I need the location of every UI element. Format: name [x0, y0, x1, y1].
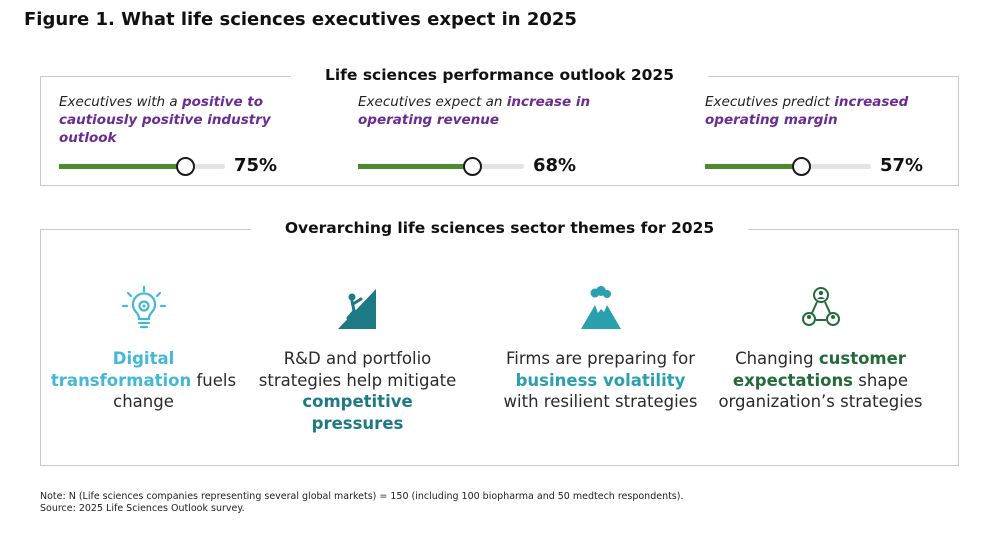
- metric-text: Executives with a positive to cautiously…: [59, 94, 271, 146]
- figure-title: Figure 1. What life sciences executives …: [24, 9, 577, 30]
- theme-customer-expectations: Changing customer expectations shape org…: [718, 285, 923, 413]
- progress-fill: [59, 164, 184, 169]
- themes-panel: Overarching life sciences sector themes …: [40, 219, 959, 466]
- metric-industry-outlook: Executives with a positive to cautiously…: [59, 93, 279, 147]
- progress-knob: [175, 157, 195, 176]
- metric-text: Executives expect an increase in operati…: [358, 94, 591, 128]
- metric-operating-margin: Executives predict increased operating m…: [705, 93, 925, 129]
- footnote: Note: N (Life sciences companies represe…: [40, 491, 684, 515]
- lightbulb-gear-icon: [121, 285, 166, 329]
- progress-knob: [462, 157, 482, 176]
- progress-track: [59, 157, 225, 176]
- metric-value: 75%: [234, 155, 278, 176]
- metric-value: 57%: [880, 155, 924, 176]
- theme-text: Changing customer expectations shape org…: [718, 349, 923, 411]
- theme-competitive-pressures: R&D and portfolio strategies help mitiga…: [255, 285, 460, 434]
- volcano-icon: [580, 286, 621, 329]
- progress-knob: [791, 157, 811, 176]
- theme-text: Digital transformation fuels change: [50, 349, 237, 411]
- metric-text: Executives predict increased operating m…: [705, 94, 909, 128]
- metric-value: 68%: [533, 155, 577, 176]
- progress-fill: [358, 164, 471, 169]
- source-text: Source: 2025 Life Sciences Outlook surve…: [40, 503, 245, 514]
- outlook-panel: Life sciences performance outlook 2025 E…: [40, 66, 959, 186]
- metric-operating-revenue: Executives expect an increase in operati…: [358, 93, 598, 129]
- climber-icon: [337, 289, 376, 329]
- theme-business-volatility: Firms are preparing for business volatil…: [498, 285, 703, 413]
- outlook-title: Life sciences performance outlook 2025: [41, 66, 958, 84]
- themes-title: Overarching life sciences sector themes …: [41, 219, 958, 237]
- progress-track: [705, 157, 871, 176]
- theme-text: R&D and portfolio strategies help mitiga…: [258, 349, 457, 433]
- note-text: Note: N (Life sciences companies represe…: [40, 491, 684, 502]
- progress-track: [358, 157, 524, 176]
- theme-digital-transformation: Digital transformation fuels change: [41, 285, 246, 413]
- progress-fill: [705, 164, 800, 169]
- people-network-icon: [801, 287, 840, 326]
- theme-text: Firms are preparing for business volatil…: [503, 349, 698, 411]
